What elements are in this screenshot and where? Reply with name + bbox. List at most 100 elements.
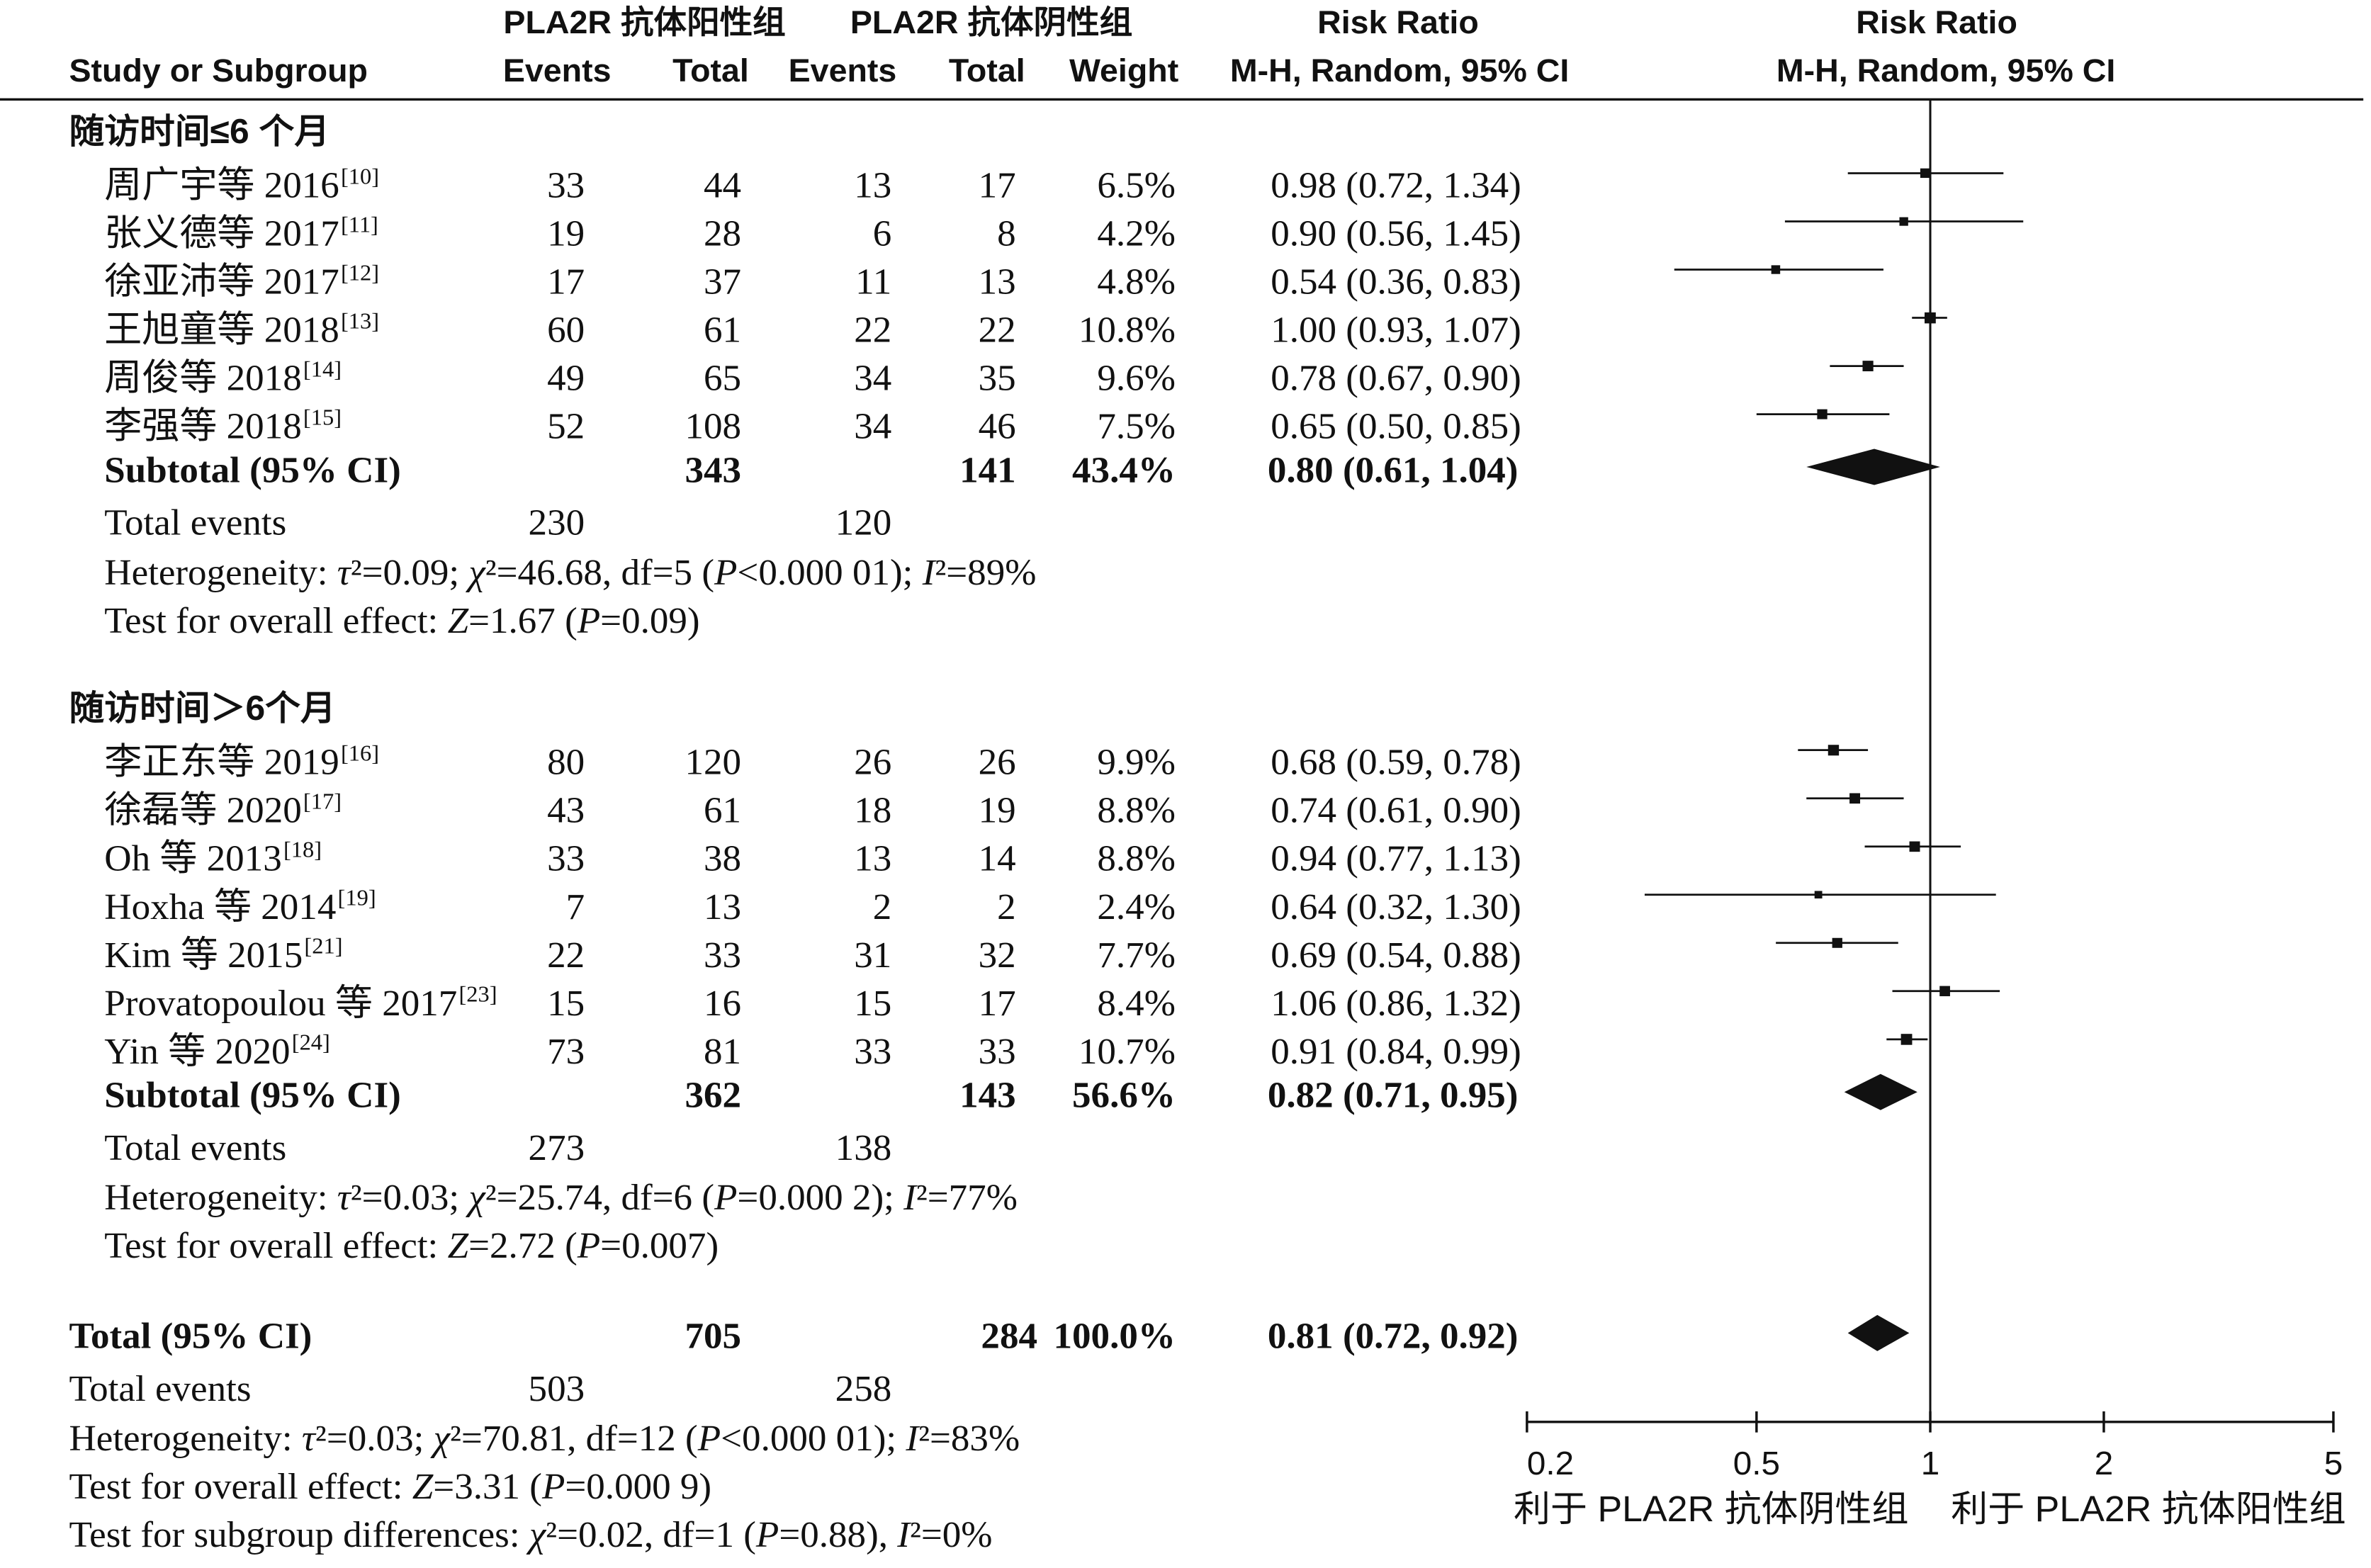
study-label: Provatopoulou 等 2017 [23] bbox=[104, 981, 497, 1024]
group2-events-cell: 15 bbox=[854, 983, 891, 1023]
group2-events-cell: 34 bbox=[854, 358, 891, 398]
study-name: 李强等 2018 bbox=[104, 406, 302, 446]
weight-cell: 8.8% bbox=[1097, 790, 1176, 830]
group2-header: PLA2R 抗体阴性组 bbox=[850, 4, 1132, 40]
stat-text: ²=25.74, df=6 ( bbox=[485, 1177, 714, 1217]
study-label: 王旭童等 2018 [13] bbox=[104, 308, 379, 351]
study-label: 徐磊等 2020 [17] bbox=[104, 789, 342, 831]
study-reference: [21] bbox=[304, 933, 342, 959]
risk-ratio-ci-cell: 0.78 (0.67, 0.90) bbox=[1271, 358, 1521, 398]
study-row: Hoxha 等 2014 [19] 7 13 2 2 2.4% 0.64 (0.32, 1.3… bbox=[104, 885, 1521, 927]
group2-events-header: Events bbox=[789, 52, 897, 89]
stat-symbol: χ bbox=[430, 1418, 451, 1459]
stat-text: =0.88), bbox=[779, 1515, 897, 1555]
study-reference: [14] bbox=[303, 356, 342, 382]
group1-total-events: 503 bbox=[529, 1368, 585, 1409]
stat-symbol: Z bbox=[448, 600, 469, 641]
study-reference: [11] bbox=[341, 212, 378, 237]
weight-header: Weight bbox=[1069, 52, 1178, 89]
group1-total-cell: 65 bbox=[704, 358, 741, 398]
study-row: Oh 等 2013 [18] 33 38 13 14 8.8% 0.94 (0.77, 1.1… bbox=[104, 837, 1521, 879]
table-header: PLA2R 抗体阳性组 PLA2R 抗体阴性组 Risk Ratio Risk … bbox=[69, 4, 2115, 89]
stat-text: ²=0.09; bbox=[351, 552, 469, 592]
group2-total-events: 120 bbox=[835, 502, 892, 543]
subgroup-heading: 随访时间＞6个月 bbox=[69, 689, 335, 728]
group2-events-cell: 2 bbox=[873, 886, 892, 927]
group2-total-events: 258 bbox=[835, 1368, 892, 1409]
subtotal-diamond bbox=[1844, 1073, 1917, 1110]
group1-events-cell: 60 bbox=[547, 310, 585, 350]
stat-symbol: P bbox=[714, 552, 737, 592]
study-name: 徐磊等 2020 bbox=[104, 790, 302, 830]
risk-ratio-ci-cell: 0.68 (0.59, 0.78) bbox=[1271, 742, 1521, 782]
study-name: Oh 等 2013 bbox=[104, 838, 282, 879]
group1-events-cell: 52 bbox=[547, 406, 585, 446]
group1-events-cell: 33 bbox=[547, 838, 585, 879]
group2-total-cell: 8 bbox=[997, 213, 1016, 254]
overall-risk-ratio: 0.81 (0.72, 0.92) bbox=[1268, 1316, 1519, 1356]
study-row: 徐亚沛等 2017 [12] 17 37 11 13 4.8% 0.54 (0.36, 0.8… bbox=[104, 260, 1521, 303]
overall-group1-total: 705 bbox=[685, 1316, 741, 1356]
group2-total-cell: 17 bbox=[979, 165, 1016, 205]
effect-square bbox=[1827, 745, 1840, 756]
weight-cell: 2.4% bbox=[1097, 886, 1176, 927]
group2-events-cell: 13 bbox=[854, 165, 891, 205]
stat-symbol: Z bbox=[448, 1226, 469, 1266]
study-label: Oh 等 2013 [18] bbox=[104, 837, 322, 879]
subtotal-label: Subtotal (95% CI) bbox=[104, 450, 401, 490]
subtotal-diamond bbox=[1806, 449, 1940, 485]
weight-cell: 7.7% bbox=[1097, 935, 1176, 975]
group2-total-cell: 17 bbox=[979, 983, 1016, 1023]
risk-ratio-ci-cell: 0.64 (0.32, 1.30) bbox=[1271, 886, 1521, 927]
study-name: Hoxha 等 2014 bbox=[104, 886, 336, 927]
subtotal-weight: 43.4% bbox=[1072, 450, 1176, 490]
study-reference: [23] bbox=[458, 981, 497, 1007]
subtotal-group1-total: 362 bbox=[685, 1075, 741, 1115]
stat-text: =3.31 ( bbox=[433, 1467, 542, 1507]
stat-symbol: χ bbox=[465, 1177, 486, 1217]
weight-cell: 6.5% bbox=[1097, 165, 1176, 205]
group2-total-cell: 2 bbox=[997, 886, 1016, 927]
group2-events-cell: 33 bbox=[854, 1031, 891, 1071]
group1-total-cell: 33 bbox=[704, 935, 741, 975]
group2-events-cell: 11 bbox=[855, 261, 891, 302]
group1-events-cell: 73 bbox=[547, 1031, 585, 1071]
subtotal-group2-total: 141 bbox=[959, 450, 1016, 490]
study-row: Yin 等 2020 [24] 73 81 33 33 10.7% 0.91 (0.84, 0… bbox=[104, 1030, 1521, 1072]
risk-ratio-ci-cell: 0.90 (0.56, 1.45) bbox=[1271, 213, 1521, 254]
group1-events-cell: 7 bbox=[566, 886, 585, 927]
effect-square bbox=[1817, 409, 1827, 419]
group1-total-cell: 108 bbox=[685, 406, 741, 446]
effect-square bbox=[1862, 361, 1874, 372]
stat-text: Heterogeneity: bbox=[104, 1177, 337, 1217]
study-name: Provatopoulou 等 2017 bbox=[104, 983, 457, 1023]
study-row: 李强等 2018 [15] 52 108 34 46 7.5% 0.65 (0.50, 0.8… bbox=[104, 405, 1521, 447]
stat-text: Test for overall effect: bbox=[104, 600, 447, 641]
overall-effect-text: Test for overall effect: Z=2.72 (P=0.007… bbox=[104, 1226, 719, 1266]
weight-cell: 10.8% bbox=[1079, 310, 1176, 350]
total-events-row: Total events 230 120 bbox=[104, 502, 891, 543]
group1-events-cell: 17 bbox=[547, 261, 585, 302]
study-label: 周俊等 2018 [14] bbox=[104, 356, 342, 399]
study-name: 周广宇等 2016 bbox=[104, 165, 339, 205]
stat-symbol: P bbox=[541, 1467, 565, 1507]
stat-symbol: P bbox=[697, 1418, 721, 1459]
study-reference: [18] bbox=[283, 837, 322, 862]
study-name: 王旭童等 2018 bbox=[104, 310, 339, 350]
study-reference: [16] bbox=[341, 740, 379, 766]
overall-weight: 100.0% bbox=[1054, 1316, 1176, 1356]
group1-events-cell: 33 bbox=[547, 165, 585, 205]
total-events-label: Total events bbox=[104, 502, 286, 543]
subtotal-group1-total: 343 bbox=[685, 450, 741, 490]
study-name: 李正东等 2019 bbox=[104, 742, 339, 782]
overall-effect-text: Test for overall effect: Z=3.31 (P=0.000… bbox=[69, 1467, 711, 1507]
risk-ratio-ci-cell: 0.69 (0.54, 0.88) bbox=[1271, 935, 1521, 975]
group1-events-cell: 19 bbox=[547, 213, 585, 254]
group1-header: PLA2R 抗体阳性组 bbox=[503, 4, 785, 40]
group2-total-cell: 19 bbox=[979, 790, 1016, 830]
stat-text: ²=0.03; bbox=[315, 1418, 434, 1459]
heterogeneity-text: Heterogeneity: τ²=0.03; χ²=25.74, df=6 (… bbox=[104, 1177, 1018, 1217]
